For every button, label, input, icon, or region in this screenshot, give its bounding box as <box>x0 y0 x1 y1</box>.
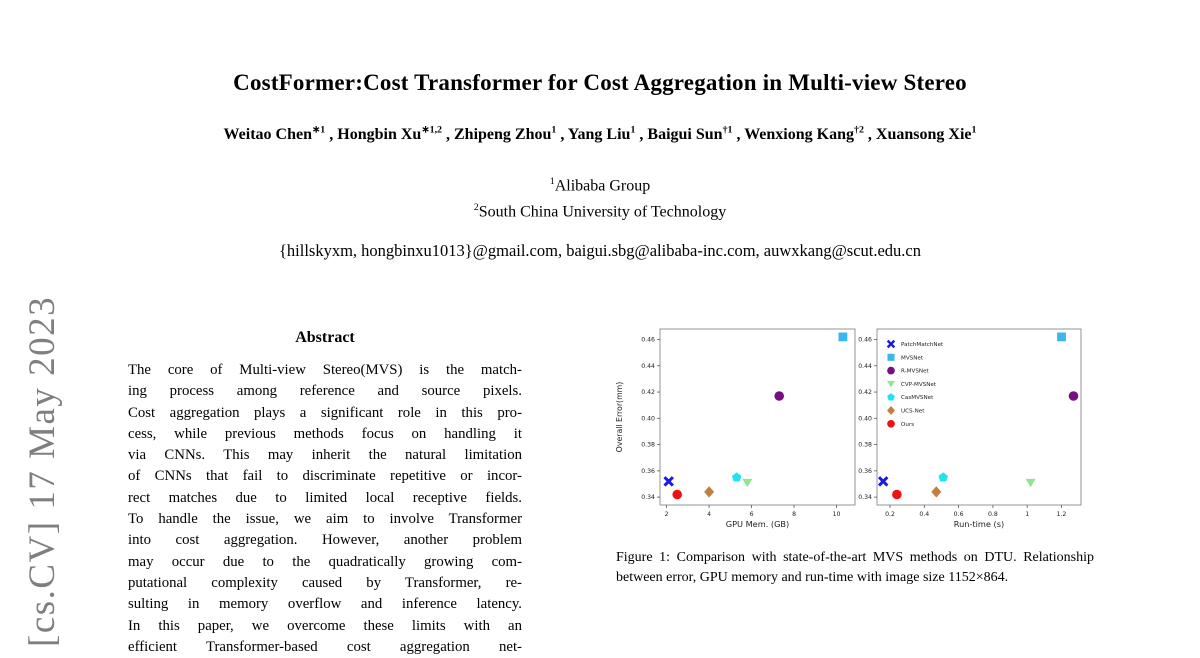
svg-text:0.38: 0.38 <box>641 442 655 449</box>
scatter-point-runtime-MVSNet <box>1057 332 1066 342</box>
svg-text:0.34: 0.34 <box>641 494 655 501</box>
svg-text:0.6: 0.6 <box>954 511 964 518</box>
svg-text:0.38: 0.38 <box>858 442 872 449</box>
author-list: Weitao Chen∗1 , Hongbin Xu∗1,2 , Zhipeng… <box>223 125 977 144</box>
scatter-point-runtime-Ours <box>892 489 902 500</box>
axes-gpu: 0.34 0.36 0.38 0.40 0.42 0.44 0.46 2 4 6 8 10 GPU Me… <box>615 328 856 529</box>
legend: PatchMatchNet MVSNet R-MVSNet CVP-MVSNet Cas… <box>886 339 944 428</box>
axes-runtime: 0.34 0.36 0.38 0.40 0.42 0.44 0.46 0.2 0.4 0.6 0.8… <box>858 328 1082 529</box>
svg-text:2: 2 <box>665 511 669 518</box>
svg-text:0.36: 0.36 <box>641 468 655 475</box>
scatter-point-runtime-R-MVSNet <box>1068 391 1079 401</box>
svg-text:0.34: 0.34 <box>858 494 872 501</box>
svg-text:0.40: 0.40 <box>641 415 655 422</box>
legend-marker-Ours <box>887 419 895 428</box>
legend-label: CVP-MVSNet <box>901 382 937 388</box>
abstract-heading: Abstract <box>295 329 355 346</box>
legend-marker-PatchMatchNet <box>886 339 896 349</box>
legend-label: UCS-Net <box>901 409 925 415</box>
figure1-caption: Figure 1: Comparison with state-of-the-a… <box>616 550 1094 585</box>
svg-text:6: 6 <box>750 511 754 518</box>
svg-text:0.42: 0.42 <box>641 389 655 396</box>
author: Zhipeng Zhou1 <box>454 125 557 144</box>
svg-text:1.2: 1.2 <box>1057 511 1067 518</box>
author: Baigui Sun†1 <box>647 125 733 144</box>
author: Xuansong Xie1 <box>875 125 977 144</box>
email-line: {hillskyxm, hongbinxu1013}@gmail.com, ba… <box>278 241 922 260</box>
author: Weitao Chen∗1 <box>223 125 326 144</box>
svg-text:0.36: 0.36 <box>858 468 872 475</box>
scatter-point-gpu-CasMVSNet <box>731 472 742 482</box>
abstract-line: may occur due to the quadratically growi… <box>128 553 522 570</box>
abstract-line: cess, while previous methods focus on ha… <box>128 425 522 442</box>
abstract-line: In this paper, we overcome these limits … <box>128 617 522 634</box>
svg-text:0.46: 0.46 <box>641 337 655 344</box>
legend-label: Ours <box>901 422 914 428</box>
svg-text:4: 4 <box>707 511 711 518</box>
affiliation-line: 1Alibaba Group <box>549 176 651 195</box>
abstract-line: Cost aggregation plays a significant rol… <box>128 404 522 421</box>
abstract-line: sulting in memory overflow and inference… <box>128 596 522 613</box>
affiliation-line: 2South China University of Technology <box>473 202 727 221</box>
abstract-line: ing process among reference and source p… <box>128 383 522 400</box>
legend-marker-MVSNet <box>887 353 895 361</box>
legend-label: PatchMatchNet <box>901 342 944 348</box>
svg-text:0.8: 0.8 <box>988 511 998 518</box>
legend-label: R-MVSNet <box>901 369 930 375</box>
abstract-line: efficient Transformer-based cost aggrega… <box>128 638 522 655</box>
scatter-point-gpu-PatchMatchNet <box>663 476 674 487</box>
abstract-line: putational complexity caused by Transfor… <box>128 574 522 591</box>
abstract-line: of CNNs that fail to discriminate repeti… <box>128 468 522 485</box>
author: Wenxiong Kang†2 <box>744 125 864 144</box>
figure1-charts: 0.34 0.36 0.38 0.40 0.42 0.44 0.46 2 4 6 8 10 GPU Me… <box>615 328 1082 529</box>
legend-marker-CasMVSNet <box>887 393 895 401</box>
scatter-point-gpu-Ours <box>672 489 682 500</box>
scatter-point-gpu-CVP-MVSNet <box>742 478 753 488</box>
svg-text:0.4: 0.4 <box>919 511 929 518</box>
abstract-line: into cost aggregation. However, another … <box>128 532 522 549</box>
abstract-line: To handle the issue, we aim to involve T… <box>128 511 522 528</box>
scatter-point-runtime-CVP-MVSNet <box>1025 478 1036 488</box>
abstract-paragraph: The core of Multi-view Stereo(MVS) is th… <box>128 360 522 658</box>
scatter-point-gpu-UCS-Net <box>704 486 715 498</box>
scatter-point-gpu-MVSNet <box>838 332 848 342</box>
svg-text:0.2: 0.2 <box>885 511 895 518</box>
svg-text:0.40: 0.40 <box>858 415 872 422</box>
x-axis-label-gpu: GPU Mem. (GB) <box>726 519 790 529</box>
svg-text:0.46: 0.46 <box>858 337 872 344</box>
paper-title: CostFormer:Cost Transformer for Cost Agg… <box>233 70 967 95</box>
svg-text:0.44: 0.44 <box>641 363 655 370</box>
arxiv-watermark: [cs.CV] 17 May 2023 <box>22 295 63 647</box>
abstract-line: via CNNs. This may inherit the natural l… <box>128 447 522 464</box>
affiliation-list: 1Alibaba Group 2South China University of… <box>0 171 1200 224</box>
author: Hongbin Xu∗1,2 <box>337 125 442 144</box>
legend-label: CasMVSNet <box>901 395 934 401</box>
scatter-point-gpu-R-MVSNet <box>774 391 784 401</box>
svg-text:8: 8 <box>792 511 796 518</box>
legend-label: MVSNet <box>901 355 924 361</box>
scatter-point-runtime-CasMVSNet <box>938 472 948 482</box>
abstract-line: The core of Multi-view Stereo(MVS) is th… <box>128 362 522 378</box>
svg-text:0.44: 0.44 <box>858 363 872 370</box>
svg-text:1: 1 <box>1025 511 1029 518</box>
x-axis-label-runtime: Run-time (s) <box>954 519 1004 529</box>
scatter-point-runtime-UCS-Net <box>931 486 942 498</box>
abstract-line: rect matches due to limited local recept… <box>128 489 522 506</box>
legend-marker-R-MVSNet <box>887 366 895 375</box>
svg-text:10: 10 <box>833 511 841 518</box>
svg-text:0.42: 0.42 <box>858 389 872 396</box>
legend-marker-CVP-MVSNet <box>887 380 895 388</box>
y-axis-label: Overall Error(mm) <box>615 382 624 453</box>
scatter-point-runtime-PatchMatchNet <box>877 476 889 487</box>
legend-marker-UCS-Net <box>887 406 895 415</box>
author: Yang Liu1 <box>567 125 636 144</box>
